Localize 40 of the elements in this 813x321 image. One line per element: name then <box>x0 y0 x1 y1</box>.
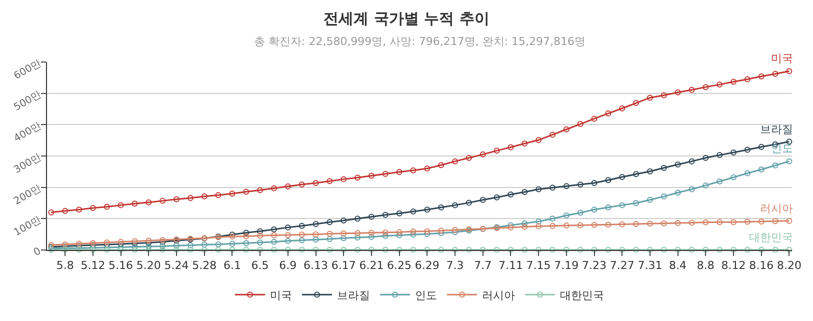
x-tick-label: 6.25 <box>387 259 412 272</box>
x-tick-label: 7.27 <box>610 259 634 272</box>
x-tick-label: 5.24 <box>164 259 189 272</box>
x-tick-label: 8.20 <box>776 259 802 272</box>
x-tick-label: 6.13 <box>304 259 328 272</box>
x-tick-label: 7.7 <box>474 259 492 272</box>
legend-label: 대한민국 <box>560 288 604 302</box>
x-tick-label: 6.9 <box>279 259 297 272</box>
x-tick-label: 5.16 <box>108 259 134 272</box>
x-tick-label: 7.19 <box>554 259 579 272</box>
x-tick-label: 7.23 <box>582 259 607 272</box>
x-tick-label: 8.16 <box>749 259 774 272</box>
x-tick-label: 8.12 <box>721 259 746 272</box>
x-tick-label: 8.8 <box>696 259 714 272</box>
x-tick-label: 6.21 <box>359 259 384 272</box>
x-tick-label: 8.4 <box>669 259 687 272</box>
text: 미국 <box>771 52 793 65</box>
x-tick-label: 5.12 <box>80 259 106 272</box>
x-tick-label: 6.5 <box>251 259 269 272</box>
x-tick-label: 5.28 <box>192 259 217 272</box>
x-tick-label: 5.20 <box>136 259 161 272</box>
chart-subtitle: 총 확진자: 22,580,999명, 사망: 796,217명, 완치: 15,297,816명 <box>254 35 586 48</box>
x-tick-label: 6.1 <box>223 259 241 272</box>
legend-label: 인도 <box>415 288 437 302</box>
legend-label: 미국 <box>270 288 292 302</box>
x-tick-label: 6.29 <box>414 259 440 272</box>
x-tick-label: 7.15 <box>526 259 551 272</box>
legend-label: 러시아 <box>482 288 515 302</box>
text: 인도 <box>771 142 793 155</box>
chart-title: 전세계 국가별 누적 추이 <box>324 9 490 28</box>
x-tick-label: 6.17 <box>331 259 356 272</box>
x-tick-label: 7.3 <box>446 259 464 272</box>
x-tick-label: 5.8 <box>56 259 74 272</box>
x-tick-label: 7.11 <box>498 259 523 272</box>
legend-label: 브라질 <box>337 288 370 302</box>
y-tick-label: 0 <box>32 246 43 259</box>
text: 러시아 <box>760 202 793 215</box>
text: 대한민국 <box>749 231 793 244</box>
text: 브라질 <box>760 123 793 136</box>
x-tick-label: 7.31 <box>638 259 662 272</box>
